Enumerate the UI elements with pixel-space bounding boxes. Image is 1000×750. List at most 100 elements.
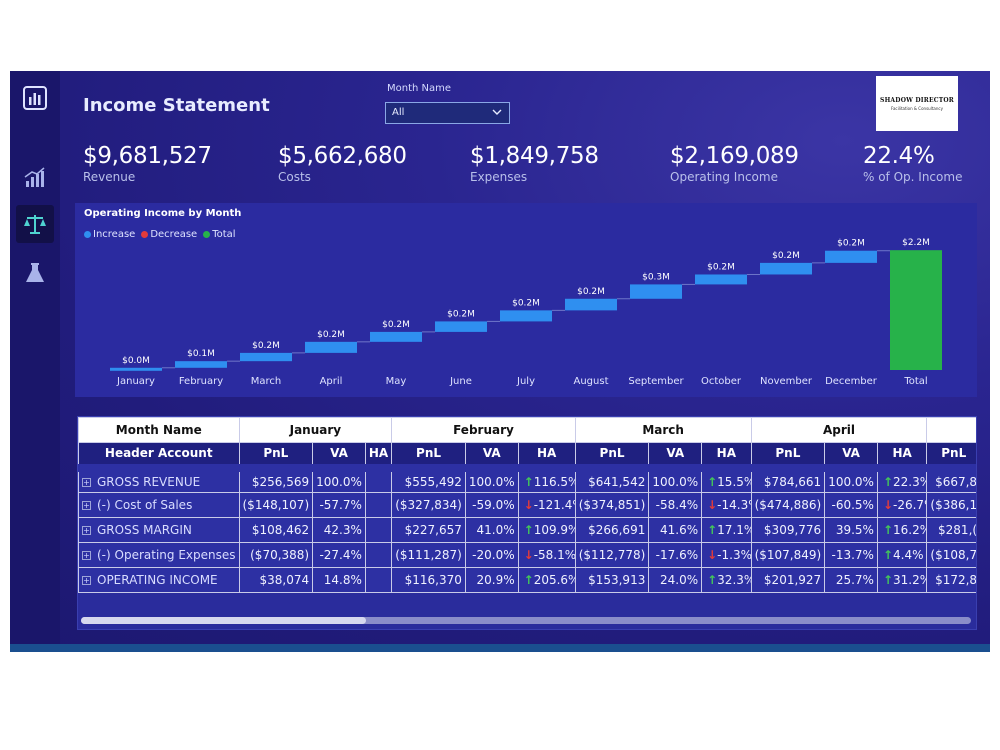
kpi-label: Revenue: [83, 170, 136, 184]
ha-cell-value: -1.3%: [717, 548, 752, 562]
pnl-cell-value: ($107,849): [754, 548, 822, 562]
data-label: $0.3M: [642, 272, 670, 282]
horizontal-scrollbar[interactable]: [81, 617, 971, 624]
x-tick-label: July: [516, 376, 535, 387]
va-cell: 42.3%: [312, 517, 366, 543]
expand-icon[interactable]: +: [82, 551, 91, 560]
nav-item-overview[interactable]: [16, 79, 54, 117]
row-account-name[interactable]: + GROSS MARGIN: [78, 517, 240, 543]
va-cell: -60.5%: [824, 492, 878, 518]
arrow-up-icon: ↑: [707, 573, 718, 587]
va-cell: -27.4%: [312, 542, 366, 568]
data-label: $0.1M: [187, 349, 215, 359]
waterfall-chart: $0.0M January $0.1M February $0.2M March $0.2M…: [110, 238, 942, 387]
va-cell-value: -58.4%: [655, 498, 699, 512]
scrollbar-thumb[interactable]: [81, 617, 366, 624]
pnl-cell: ($386,1: [926, 492, 976, 518]
pnl-cell-value: $38,074: [259, 573, 310, 587]
arrow-up-icon: ↑: [882, 548, 894, 562]
va-cell: -17.6%: [648, 542, 703, 568]
waterfall-bar-august[interactable]: [565, 298, 617, 311]
col-header: HA: [701, 442, 752, 468]
nav-item-trends[interactable]: [16, 159, 54, 197]
ha-cell: ↓-14.3%: [701, 492, 752, 518]
bottom-bar: [10, 644, 990, 652]
waterfall-bar-november[interactable]: [760, 262, 812, 275]
table-row[interactable]: + GROSS REVENUE $256,569 100.0% $555,492 100.…: [78, 463, 976, 493]
waterfall-bar-march[interactable]: [240, 352, 292, 362]
va-cell-value: -59.0%: [472, 498, 515, 512]
expand-icon[interactable]: +: [82, 477, 91, 487]
pnl-cell: $116,370: [391, 567, 466, 593]
waterfall-bar-april[interactable]: [305, 341, 357, 353]
waterfall-bar-january[interactable]: [110, 367, 162, 371]
x-tick-label: August: [574, 376, 609, 387]
va-cell-value: 14.8%: [323, 573, 362, 587]
ha-cell: [364, 567, 393, 593]
data-label: $0.2M: [512, 298, 540, 308]
waterfall-bar-december[interactable]: [825, 250, 877, 263]
expand-icon[interactable]: +: [82, 526, 91, 535]
pnl-cell-value: $784,661: [763, 474, 822, 489]
waterfall-bar-september[interactable]: [630, 284, 682, 299]
arrow-down-icon: ↓: [523, 498, 534, 512]
expand-icon[interactable]: +: [82, 501, 91, 510]
row-account-name[interactable]: + (-) Operating Expenses: [78, 542, 240, 568]
col-header: VA: [824, 442, 878, 468]
pnl-cell: ($107,849): [750, 542, 826, 568]
month-header-cut: [926, 417, 976, 443]
va-cell-value: 100.0%: [828, 474, 874, 489]
va-cell: 100.0%: [648, 463, 703, 493]
table-row[interactable]: + (-) Operating Expenses ($70,388) -27.4% ($…: [78, 542, 976, 568]
ha-cell: ↑31.2%: [876, 567, 928, 593]
waterfall-bar-october[interactable]: [695, 274, 747, 285]
nav-item-lab[interactable]: [16, 254, 54, 292]
data-label: $0.2M: [577, 287, 605, 297]
kpi-revenue: $9,681,527 Revenue: [83, 143, 212, 184]
account-label: (-) Cost of Sales: [97, 498, 193, 512]
ha-cell: ↓ -58.1%: [517, 542, 576, 568]
pnl-cell: $641,542: [574, 463, 650, 493]
pnl-cell: $309,776: [750, 517, 826, 543]
pnl-cell: ($111,287): [391, 542, 466, 568]
data-label: $0.2M: [837, 239, 865, 249]
waterfall-bar-february[interactable]: [175, 361, 227, 368]
table-row[interactable]: + (-) Cost of Sales ($148,107) -57.7% ($327,…: [78, 492, 976, 518]
ha-cell: ↓-121.4%: [517, 492, 576, 518]
pnl-cell: ($327,834): [391, 492, 466, 518]
col-header: HA: [364, 442, 393, 468]
pnl-cell-value: $256,569: [251, 474, 310, 489]
month-name-header: Month Name: [78, 417, 240, 443]
ha-cell: ↑ 116.5%: [517, 463, 576, 493]
chart-title: Operating Income by Month: [84, 208, 242, 219]
ha-cell: ↑15.5%: [701, 463, 752, 493]
arrow-up-icon: ↑: [523, 474, 534, 489]
waterfall-bar-july[interactable]: [500, 310, 552, 322]
waterfall-bar-total[interactable]: [890, 250, 942, 370]
ha-cell-value: 16.2%: [893, 523, 926, 537]
waterfall-bar-may[interactable]: [370, 331, 422, 342]
row-account-name[interactable]: + (-) Cost of Sales: [78, 492, 240, 518]
data-label: $0.2M: [252, 341, 280, 351]
va-cell: 24.0%: [648, 567, 703, 593]
table-row[interactable]: + OPERATING INCOME $38,074 14.8% $116,370 20.…: [78, 567, 976, 593]
row-account-name[interactable]: + GROSS REVENUE: [78, 463, 240, 493]
kpi-operating-income: $2,169,089 Operating Income: [670, 143, 799, 184]
kpi-value: 22.4%: [863, 143, 935, 169]
table-header-row-months: Month Name January February March April: [78, 417, 976, 443]
va-cell: -13.7%: [824, 542, 878, 568]
va-cell: 20.9%: [464, 567, 519, 593]
ha-cell: ↑22.3%: [876, 463, 928, 493]
expand-icon[interactable]: +: [82, 576, 91, 585]
table-row[interactable]: + GROSS MARGIN $108,462 42.3% $227,657 41.0% ↑…: [78, 517, 976, 543]
pnl-cell: $201,927: [750, 567, 826, 593]
row-account-name[interactable]: + OPERATING INCOME: [78, 567, 240, 593]
operating-income-chart: $0.0M January $0.1M February $0.2M March $0.2M…: [75, 203, 977, 397]
pnl-cell: ($374,851): [574, 492, 650, 518]
nav-item-income-statement[interactable]: [16, 205, 54, 243]
waterfall-bar-june[interactable]: [435, 321, 487, 332]
month-filter-dropdown[interactable]: All: [385, 102, 510, 124]
table-header-row-measures: Header Account PnL VA HA PnL VA HA PnL V…: [78, 442, 976, 468]
ha-cell-value: 116.5%: [533, 474, 576, 489]
x-tick-label: October: [701, 376, 742, 387]
